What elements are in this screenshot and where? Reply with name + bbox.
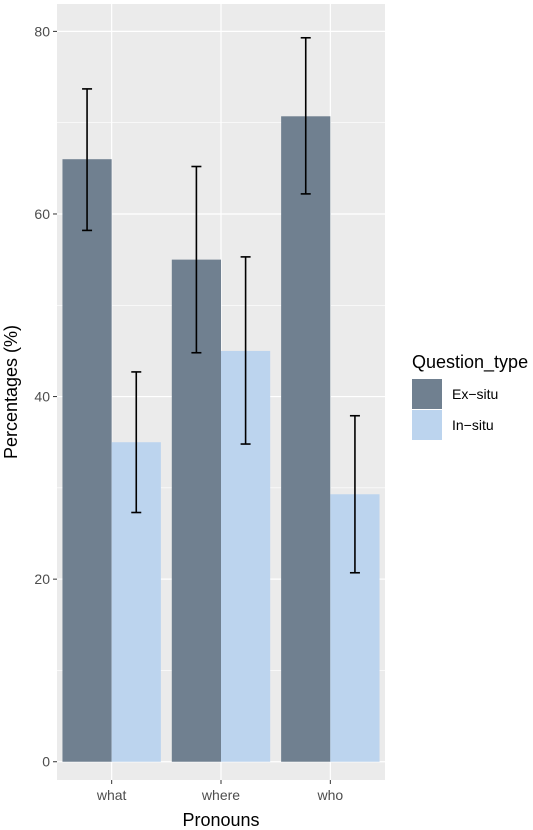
y-tick-label: 0 <box>42 754 50 770</box>
x-tick-label: who <box>316 787 343 803</box>
y-tick-label: 60 <box>34 206 50 222</box>
bar-ex-situ-what <box>62 159 112 762</box>
x-tick-label: what <box>96 787 127 803</box>
y-axis-title: Percentages (%) <box>1 325 21 459</box>
legend-key-ex-situ <box>412 379 442 409</box>
legend-key-in-situ <box>412 410 442 440</box>
x-axis-title: Pronouns <box>182 810 259 830</box>
y-axis: 0 20 40 60 80 <box>34 23 57 770</box>
x-axis: what where who <box>96 780 343 803</box>
y-tick-label: 20 <box>34 571 50 587</box>
bar-ex-situ-who <box>281 116 331 762</box>
bars <box>62 116 380 762</box>
y-tick-label: 80 <box>34 23 50 39</box>
legend: Question_type Ex−situ In−situ <box>412 352 528 440</box>
error-bars <box>82 36 360 574</box>
legend-label-ex-situ: Ex−situ <box>452 386 498 402</box>
x-tick-label: where <box>201 787 240 803</box>
legend-title: Question_type <box>412 352 528 373</box>
legend-label-in-situ: In−situ <box>452 417 494 433</box>
y-tick-label: 40 <box>34 389 50 405</box>
